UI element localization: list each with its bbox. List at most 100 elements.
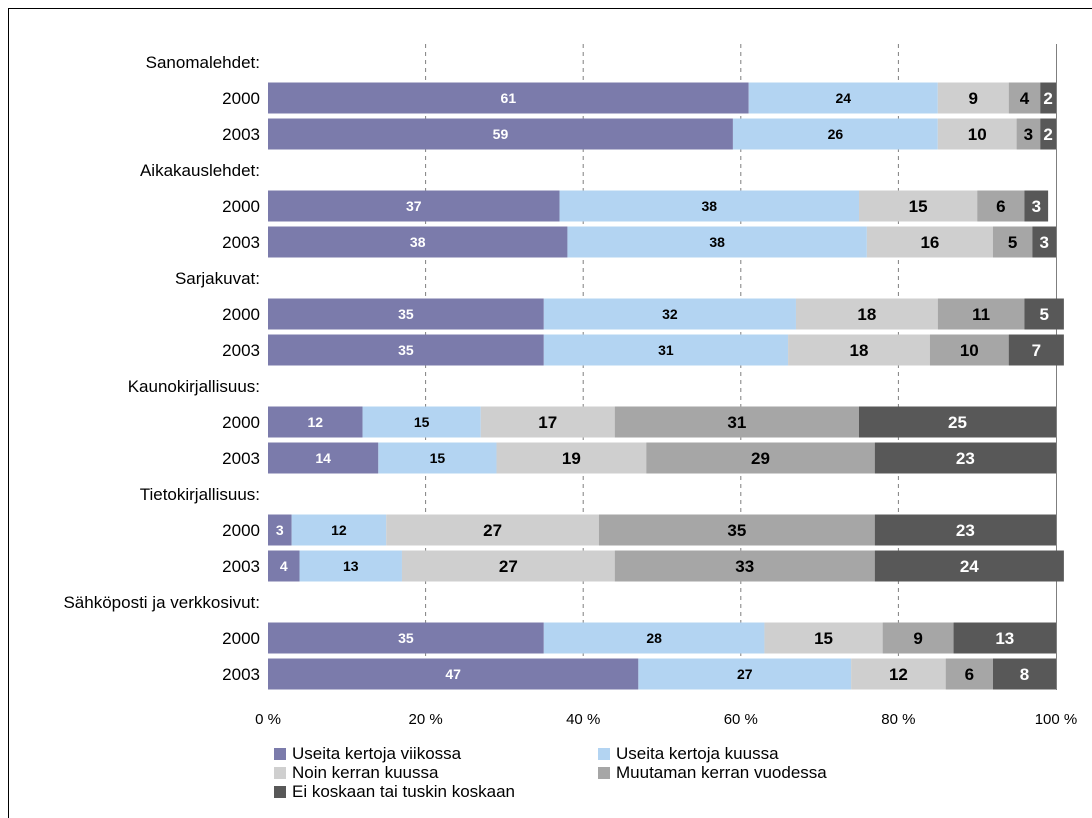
data-label: 15 bbox=[909, 197, 928, 216]
bar-segment bbox=[614, 406, 859, 438]
bar-segment bbox=[268, 658, 639, 690]
bar-segment bbox=[1024, 298, 1064, 330]
bar-segment bbox=[268, 622, 544, 654]
year-label: 2003 bbox=[222, 233, 260, 252]
data-label: 2 bbox=[1043, 125, 1052, 144]
data-label: 8 bbox=[1020, 665, 1029, 684]
data-label: 12 bbox=[889, 665, 908, 684]
data-label: 18 bbox=[850, 341, 869, 360]
bar-segment bbox=[937, 118, 1017, 150]
legend-item-ei-koskaan: Ei koskaan tai tuskin koskaan bbox=[274, 782, 515, 801]
bar-segment bbox=[598, 514, 875, 546]
data-label: 33 bbox=[735, 557, 754, 576]
bar-segment bbox=[937, 82, 1009, 114]
legend-item-kuussa: Useita kertoja kuussa bbox=[598, 744, 779, 763]
data-label: 35 bbox=[398, 342, 414, 358]
data-label: 12 bbox=[331, 522, 347, 538]
category-label: Sähköposti ja verkkosivut: bbox=[63, 593, 260, 612]
bar-segment bbox=[567, 226, 867, 258]
data-label: 5 bbox=[1039, 305, 1048, 324]
data-label: 35 bbox=[398, 306, 414, 322]
data-label: 6 bbox=[996, 197, 1005, 216]
bar-segment bbox=[268, 226, 568, 258]
data-label: 13 bbox=[995, 629, 1014, 648]
data-label: 9 bbox=[969, 89, 978, 108]
bar-segment bbox=[480, 406, 615, 438]
data-label: 59 bbox=[493, 126, 509, 142]
data-label: 7 bbox=[1032, 341, 1041, 360]
legend-label: Muutaman kerran vuodessa bbox=[616, 763, 827, 782]
data-label: 10 bbox=[960, 341, 979, 360]
bar-segment bbox=[788, 334, 930, 366]
bar-segment bbox=[268, 550, 300, 582]
bar-segment bbox=[401, 550, 615, 582]
bar-segment bbox=[937, 298, 1025, 330]
bar-segment bbox=[859, 406, 1056, 438]
bar-segment bbox=[268, 514, 292, 546]
year-label: 2003 bbox=[222, 665, 260, 684]
data-label: 13 bbox=[343, 558, 359, 574]
bar-segment bbox=[559, 190, 859, 222]
category-label: Aikakauslehdet: bbox=[140, 161, 260, 180]
bar-segment bbox=[859, 190, 978, 222]
bar-segment bbox=[764, 622, 883, 654]
legend-swatch bbox=[598, 748, 610, 760]
data-label: 2 bbox=[1043, 89, 1052, 108]
data-label: 5 bbox=[1008, 233, 1017, 252]
bar-segment bbox=[874, 442, 1056, 474]
bar-segment bbox=[953, 622, 1056, 654]
data-label: 12 bbox=[307, 414, 323, 430]
data-label: 24 bbox=[960, 557, 979, 576]
data-label: 61 bbox=[501, 90, 517, 106]
data-label: 38 bbox=[701, 198, 717, 214]
year-label: 2000 bbox=[222, 305, 260, 324]
bar-segment bbox=[268, 442, 379, 474]
bar-segment bbox=[543, 298, 796, 330]
bar-segment bbox=[646, 442, 875, 474]
year-label: 2000 bbox=[222, 197, 260, 216]
data-label: 19 bbox=[562, 449, 581, 468]
bar-segment bbox=[929, 334, 1009, 366]
data-label: 6 bbox=[965, 665, 974, 684]
legend-label: Ei koskaan tai tuskin koskaan bbox=[292, 782, 516, 801]
year-label: 2000 bbox=[222, 89, 260, 108]
legend-swatch bbox=[598, 767, 610, 779]
data-label: 3 bbox=[276, 522, 284, 538]
bar-segment bbox=[992, 226, 1033, 258]
data-label: 4 bbox=[280, 558, 288, 574]
data-label: 31 bbox=[727, 413, 746, 432]
data-label: 9 bbox=[913, 629, 922, 648]
data-label: 38 bbox=[709, 234, 725, 250]
legend-swatch bbox=[274, 767, 286, 779]
data-label: 4 bbox=[1020, 89, 1030, 108]
data-label: 10 bbox=[968, 125, 987, 144]
data-label: 3 bbox=[1032, 197, 1041, 216]
x-tick-label: 100 % bbox=[1035, 711, 1078, 728]
data-label: 31 bbox=[658, 342, 674, 358]
bar-segment bbox=[638, 658, 852, 690]
data-label: 37 bbox=[406, 198, 422, 214]
bar-segment bbox=[268, 406, 363, 438]
bar-segment bbox=[874, 514, 1056, 546]
bar-segment bbox=[795, 298, 938, 330]
data-label: 3 bbox=[1039, 233, 1048, 252]
data-label: 32 bbox=[662, 306, 678, 322]
chart-frame bbox=[8, 8, 1092, 818]
bar-segment bbox=[268, 334, 544, 366]
bar-segment bbox=[291, 514, 387, 546]
bar-segment bbox=[386, 514, 599, 546]
bar-segment bbox=[378, 442, 497, 474]
bar-segment bbox=[268, 118, 733, 150]
bar-segment bbox=[543, 622, 765, 654]
data-label: 47 bbox=[445, 666, 461, 682]
data-label: 14 bbox=[315, 450, 331, 466]
bar-segment bbox=[614, 550, 875, 582]
category-label: Tietokirjallisuus: bbox=[140, 485, 260, 504]
data-label: 28 bbox=[646, 630, 662, 646]
x-tick-label: 80 % bbox=[881, 711, 915, 728]
bar-segment bbox=[496, 442, 647, 474]
bar-segment bbox=[1016, 118, 1041, 150]
bar-segment bbox=[1032, 226, 1056, 258]
category-label: Sanomalehdet: bbox=[146, 53, 260, 72]
